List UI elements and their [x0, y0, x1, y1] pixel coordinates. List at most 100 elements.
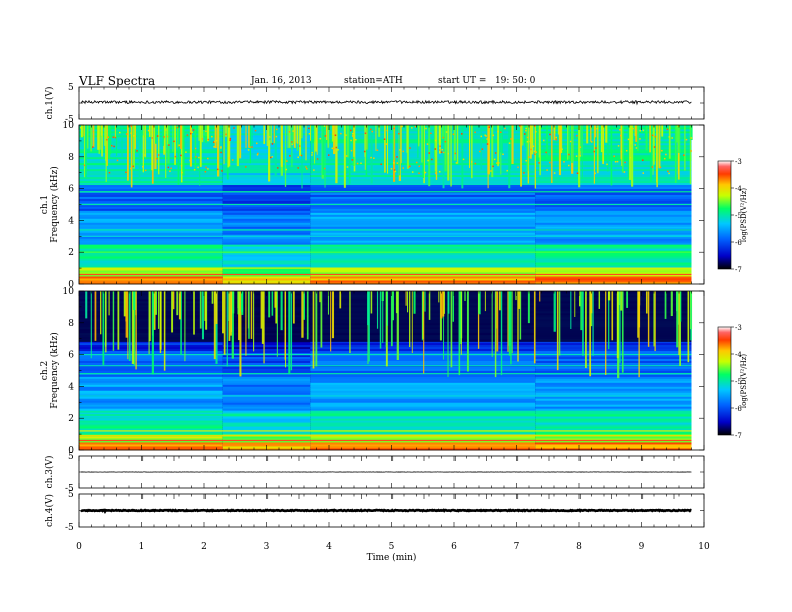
ch1-spectrogram-band	[222, 240, 311, 243]
ch1-spectrogram-speck	[125, 133, 128, 135]
ch2-spectrogram-sferic	[626, 291, 629, 308]
ch1-spectrogram-band	[79, 180, 223, 184]
ch1-spectrogram-band	[79, 240, 223, 243]
ch1-spectrogram-speck	[346, 166, 349, 168]
ch2-spectrogram-sferic	[645, 291, 648, 314]
ch1-spectrogram-band	[222, 262, 311, 265]
ch1-spectrogram-speck	[163, 136, 165, 138]
ch1-spectrogram-colorbar	[717, 160, 732, 270]
ch1-spectrogram-band	[535, 194, 692, 197]
ch1-spectrogram-band	[79, 136, 223, 140]
ch2-spectrogram-sferic	[676, 291, 679, 348]
ch1-spectrogram-band	[222, 192, 311, 195]
ch1-spectrogram-band	[79, 236, 223, 239]
ch1-spectrogram-tone-line	[79, 229, 692, 231]
ch1-spectrogram-sferic	[417, 125, 420, 147]
ch1-spectrogram-band	[79, 276, 223, 279]
ch2-spectrogram-sferic	[396, 291, 399, 361]
ch2-spectrogram-sferic	[518, 291, 521, 309]
ch1-spectrogram-band	[222, 214, 311, 217]
ch2-spectrogram-band	[222, 410, 311, 413]
ch1-spectrogram-speck	[518, 125, 521, 127]
ch1-spectrogram-band	[79, 254, 223, 257]
ch1-spectrogram-speck	[221, 170, 223, 172]
ch1-spectrogram-band	[535, 146, 692, 150]
ch1-spectrogram-speck	[444, 140, 447, 143]
ch1-spectrogram-speck	[671, 137, 673, 139]
ch1-spectrogram-speck	[426, 143, 429, 145]
ch1-spectrogram-band	[310, 234, 536, 237]
ch1-spectrogram-sferic	[305, 125, 307, 161]
ch2-spectrogram-sferic	[263, 291, 265, 364]
ch1-spectrogram-band	[79, 242, 223, 245]
ch1-spectrogram-speck	[616, 160, 619, 163]
ch1-spectrogram-speck	[373, 157, 375, 159]
ch2-spectrogram-band	[79, 446, 223, 449]
ch1-spectrogram-speck	[409, 147, 411, 149]
ch1-spectrogram-band	[79, 166, 223, 170]
ch1-spectrogram-speck	[409, 165, 411, 167]
ch2-spectrogram-band	[222, 416, 311, 419]
ch2-spectrogram-band	[222, 404, 311, 407]
ch1-spectrogram-sferic	[472, 125, 474, 143]
ch1-spectrogram-band	[535, 280, 692, 283]
ch1-spectrogram-sferic	[301, 125, 303, 189]
ch2-spectrogram-band	[222, 352, 311, 355]
ch1-spectrogram-sferic	[438, 125, 441, 154]
ch1-spectrogram-band	[79, 222, 223, 225]
ch1-spectrogram-band	[222, 244, 311, 247]
ch1-spectrogram-speck	[677, 125, 679, 127]
ch1-spectrogram-sferic	[162, 125, 164, 146]
ch1-spectrogram-sferic	[163, 125, 166, 155]
ch1-spectrogram-band	[535, 142, 692, 146]
ch2-spectrogram-band	[79, 374, 223, 377]
ch2-spectrogram-band	[79, 396, 223, 399]
ch3-voltage-ytick-label: -5	[65, 484, 74, 494]
ch2-spectrogram-sferic	[491, 291, 493, 357]
ch1-spectrogram-sferic	[287, 125, 289, 148]
ch1-spectrogram-speck	[351, 135, 354, 137]
ch2-spectrogram-sferic	[496, 291, 498, 329]
ch2-spectrogram-tone-line	[79, 373, 692, 375]
ch2-spectrogram-band	[535, 390, 692, 393]
ch2-spectrogram-sferic	[411, 291, 413, 354]
ch2-spectrogram-band	[535, 386, 692, 389]
ch2-spectrogram-band	[310, 350, 536, 354]
ch1-spectrogram-speck	[394, 170, 397, 173]
ch2-spectrogram-band	[310, 432, 536, 435]
ch1-spectrogram-band	[79, 126, 223, 130]
ch2-spectrogram-band	[310, 386, 536, 389]
ch1-spectrogram-sferic	[635, 125, 638, 142]
ch1-spectrogram-band	[535, 244, 692, 247]
ch2-spectrogram-sferic	[458, 291, 461, 376]
ch1-spectrogram-speck	[474, 162, 477, 165]
ch2-spectrogram-band	[310, 392, 536, 395]
ch2-spectrogram-band	[222, 384, 311, 387]
x-axis-label: Time (min)	[367, 552, 417, 563]
ch2-spectrogram-band	[79, 390, 223, 393]
ch1-spectrogram-colorbar-tick-label: -3	[735, 158, 742, 166]
ch1-spectrogram-sferic	[656, 125, 658, 188]
ch2-spectrogram-sferic	[222, 291, 225, 334]
ch1-spectrogram-band	[79, 156, 223, 160]
ch1-spectrogram-sferic	[251, 125, 253, 147]
ch2-spectrogram-band	[222, 390, 311, 393]
ch2-spectrogram-band	[310, 348, 536, 352]
ch1-spectrogram-speck	[167, 166, 170, 169]
ch1-spectrogram-speck	[130, 125, 132, 127]
ch1-spectrogram-sferic	[554, 125, 556, 134]
ch2-spectrogram-sferic	[276, 291, 278, 357]
ch1-spectrogram-sferic	[121, 125, 123, 157]
ch2-spectrogram-sferic	[127, 291, 129, 360]
ch1-spectrogram-speck	[438, 149, 441, 151]
ch2-spectrogram-band	[535, 382, 692, 385]
ch1-spectrogram-speck	[393, 127, 395, 130]
ch1-spectrogram-band	[535, 192, 692, 195]
ch2-spectrogram-sferic	[556, 291, 559, 371]
ch2-spectrogram-band	[79, 442, 223, 445]
ch1-spectrogram-band	[79, 264, 223, 267]
ch1-spectrogram-speck	[186, 134, 189, 136]
ch2-spectrogram-tone-line	[79, 395, 692, 397]
ch1-spectrogram-band	[310, 260, 536, 263]
ch1-spectrogram-speck	[370, 128, 372, 131]
